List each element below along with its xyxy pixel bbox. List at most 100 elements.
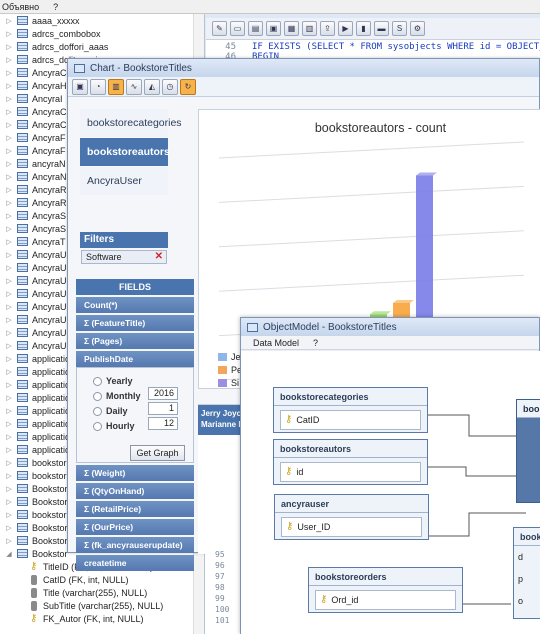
expand-icon[interactable]: ▷ bbox=[6, 290, 12, 298]
option-daily[interactable]: Daily bbox=[93, 406, 128, 416]
radio-monthly[interactable] bbox=[93, 391, 102, 401]
remove-filter-icon[interactable]: ✕ bbox=[154, 251, 163, 262]
bar-5[interactable] bbox=[416, 175, 433, 348]
pie-chart-icon[interactable]: ◔ bbox=[90, 78, 106, 95]
expand-icon[interactable]: ▷ bbox=[6, 56, 12, 64]
tree-item-table[interactable]: ▷ AncyraU bbox=[0, 274, 204, 287]
expand-icon[interactable]: ▷ bbox=[6, 342, 12, 350]
tree-item-table[interactable]: ▷ AncyraU bbox=[0, 313, 204, 326]
entity-bookstoreorders[interactable]: bookstoreorders ⚷ Ord_id bbox=[308, 567, 463, 613]
stats-icon[interactable]: ▮ bbox=[356, 21, 371, 36]
edit-icon[interactable]: ✎ bbox=[212, 21, 227, 36]
tree-item-table[interactable]: ▷ AncyraR bbox=[0, 183, 204, 196]
tree-item-table[interactable]: ▷ AncyraH bbox=[0, 79, 204, 92]
tree-item-table[interactable]: ▷ AncyraN bbox=[0, 170, 204, 183]
tree-item-table[interactable]: ▷ AncyraC bbox=[0, 118, 204, 131]
tree-item-table[interactable]: ▷ AncyraS bbox=[0, 209, 204, 222]
entity-field[interactable]: ⚷ User_ID bbox=[281, 517, 422, 537]
tree-item-table[interactable]: ▷ adrcs_dolit_appi bbox=[0, 53, 204, 66]
get-graph-button[interactable]: Get Graph bbox=[130, 445, 185, 461]
object-model-titlebar[interactable]: ObjectModel - BookstoreTitles bbox=[241, 318, 539, 336]
grid-icon[interactable]: ▦ bbox=[284, 21, 299, 36]
tree-item-column[interactable]: Title (varchar(255), NULL) bbox=[0, 586, 204, 599]
tree-item-table[interactable]: ▷ bookstor bbox=[0, 456, 204, 469]
menu-item-help[interactable]: ? bbox=[53, 1, 59, 12]
field-publishdate[interactable]: PublishDate bbox=[76, 351, 194, 367]
expand-icon[interactable]: ▷ bbox=[6, 43, 12, 51]
expand-icon[interactable]: ▷ bbox=[6, 108, 12, 116]
run-icon[interactable]: ▶ bbox=[338, 21, 353, 36]
tree-item-table[interactable]: ▷ AncyraU bbox=[0, 287, 204, 300]
entity-field[interactable]: ⚷ Ord_id bbox=[315, 590, 456, 610]
daily-value-input[interactable]: 1 bbox=[148, 402, 178, 415]
tree-item-table[interactable]: ▷ applicatio bbox=[0, 352, 204, 365]
radio-yearly[interactable] bbox=[93, 376, 102, 386]
expand-icon[interactable]: ▷ bbox=[6, 95, 12, 103]
expand-icon[interactable]: ▷ bbox=[6, 459, 12, 467]
expand-icon[interactable]: ▷ bbox=[6, 511, 12, 519]
menu-item-data-model[interactable]: Data Model bbox=[253, 337, 300, 348]
expand-icon[interactable]: ▷ bbox=[6, 316, 12, 324]
field-fk-ancyrauserupdate[interactable]: Σ (fk_ancyrauserupdate) bbox=[76, 537, 194, 553]
option-yearly[interactable]: Yearly bbox=[93, 376, 133, 386]
tree-item-table[interactable]: ▷ AncyraU bbox=[0, 248, 204, 261]
new-file-icon[interactable]: ▭ bbox=[230, 21, 245, 36]
tree-item-table[interactable]: ▷ AncyraT bbox=[0, 235, 204, 248]
expand-icon[interactable]: ▷ bbox=[6, 264, 12, 272]
tree-item-table[interactable]: ▷ Bookstor bbox=[0, 482, 204, 495]
menu-item-help[interactable]: ? bbox=[313, 337, 319, 348]
expand-icon[interactable]: ▷ bbox=[6, 303, 12, 311]
field-featuretitle[interactable]: Σ (FeatureTitle) bbox=[76, 315, 194, 331]
expand-icon[interactable]: ▷ bbox=[6, 17, 12, 25]
bar-chart-icon[interactable]: ▥ bbox=[108, 78, 124, 95]
tree-item-table[interactable]: ▷ bookstor bbox=[0, 508, 204, 521]
field-ourprice[interactable]: Σ (OurPrice) bbox=[76, 519, 194, 535]
tree-item-table[interactable]: ▷ AncyraU bbox=[0, 326, 204, 339]
tree-item-table[interactable]: ▷ applicatio bbox=[0, 378, 204, 391]
entity-book[interactable]: book bbox=[516, 399, 540, 503]
tree-item-column[interactable]: CatID (FK, int, NULL) bbox=[0, 573, 204, 586]
expand-icon[interactable]: ◢ bbox=[6, 550, 12, 558]
tree-item-table[interactable]: ▷ Bookstor bbox=[0, 495, 204, 508]
expand-icon[interactable]: ▷ bbox=[6, 472, 12, 480]
expand-icon[interactable]: ▷ bbox=[6, 225, 12, 233]
chart-window-titlebar[interactable]: Chart - BookstoreTitles bbox=[68, 59, 539, 77]
menu-item-file[interactable]: Объявно bbox=[2, 1, 40, 12]
field-weight[interactable]: Σ (Weight) bbox=[76, 465, 194, 481]
tree-item-table[interactable]: ▷ adrcs_doffori_aaas bbox=[0, 40, 204, 53]
expand-icon[interactable]: ▷ bbox=[6, 433, 12, 441]
expand-icon[interactable]: ▷ bbox=[6, 69, 12, 77]
expand-icon[interactable]: ▷ bbox=[6, 251, 12, 259]
tree-item-table[interactable]: ◢ Bookstor bbox=[0, 547, 204, 560]
tree-item-table[interactable]: ▷ AncyraR bbox=[0, 196, 204, 209]
expand-icon[interactable]: ▷ bbox=[6, 160, 12, 168]
tree-item-table[interactable]: ▷ applicatio bbox=[0, 430, 204, 443]
table-item-bookstoreautors[interactable]: bookstoreautors bbox=[80, 138, 170, 166]
expand-icon[interactable]: ▷ bbox=[6, 121, 12, 129]
entity-field[interactable]: ⚷ CatID bbox=[280, 410, 421, 430]
expand-icon[interactable]: ▷ bbox=[6, 329, 12, 337]
export-icon[interactable]: ⇪ bbox=[320, 21, 335, 36]
tree-item-table[interactable]: ▷ applicatio bbox=[0, 404, 204, 417]
monthly-value-input[interactable]: 2016 bbox=[148, 387, 178, 400]
clock-icon[interactable]: ◷ bbox=[162, 78, 178, 95]
tree-item-table[interactable]: ▷ AncyraI bbox=[0, 92, 204, 105]
area-chart-icon[interactable]: ◭ bbox=[144, 78, 160, 95]
expand-icon[interactable]: ▷ bbox=[6, 30, 12, 38]
chart-icon[interactable]: ▥ bbox=[302, 21, 317, 36]
expand-icon[interactable]: ▷ bbox=[6, 537, 12, 545]
expand-icon[interactable]: ▷ bbox=[6, 394, 12, 402]
expand-icon[interactable]: ▷ bbox=[6, 524, 12, 532]
entity-ancyrauser[interactable]: ancyrauser ⚷ User_ID bbox=[274, 494, 429, 540]
option-hourly[interactable]: Hourly bbox=[93, 421, 135, 431]
monitor-icon[interactable]: ▬ bbox=[374, 21, 389, 36]
expand-icon[interactable]: ▷ bbox=[6, 238, 12, 246]
expand-icon[interactable]: ▷ bbox=[6, 212, 12, 220]
tree-item-table[interactable]: ▷ AncyraS bbox=[0, 222, 204, 235]
open-icon[interactable]: ▤ bbox=[248, 21, 263, 36]
expand-icon[interactable]: ▷ bbox=[6, 498, 12, 506]
tree-item-table[interactable]: ▷ AncyraU bbox=[0, 339, 204, 352]
field-retailprice[interactable]: Σ (RetailPrice) bbox=[76, 501, 194, 517]
tree-item-table[interactable]: ▷ bookstor bbox=[0, 469, 204, 482]
tree-item-column[interactable]: SubTitle (varchar(255), NULL) bbox=[0, 599, 204, 612]
